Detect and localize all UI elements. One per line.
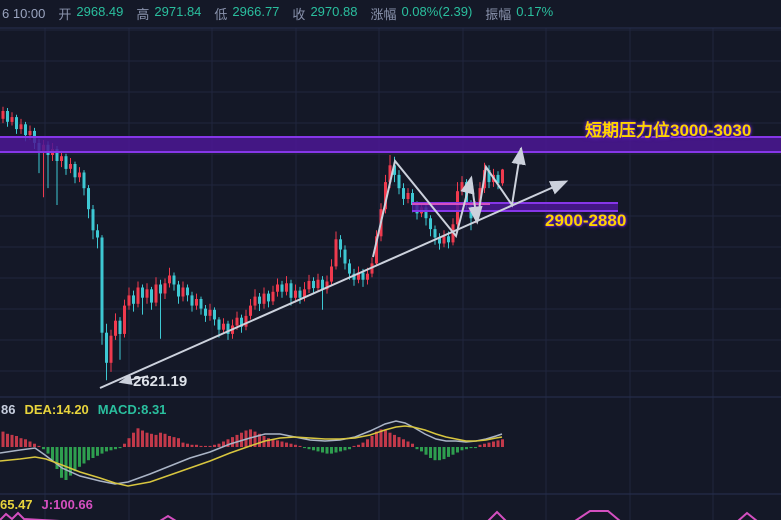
resistance-zone-label: 短期压力位3000-3030	[585, 121, 752, 140]
macd-indicator-row: 86 DEA:14.20 MACD:8.31	[1, 402, 166, 417]
price-zone-bands	[0, 136, 781, 212]
trendline[interactable]	[99, 180, 569, 389]
macd-dea-value: DEA:14.20	[24, 402, 89, 417]
ohlc-info-bar: 6 10:00 开 2968.49 高 2971.84 低 2966.77 收 …	[2, 4, 553, 23]
macd-dif-line	[0, 420, 503, 485]
swing-low-label: 2621.19	[133, 373, 187, 390]
gridlines	[0, 27, 781, 520]
macd-dea-line	[0, 425, 503, 487]
zigzag-arrowhead	[468, 205, 483, 225]
field-open: 开 2968.49	[58, 4, 124, 22]
swing-low-arrow	[118, 374, 149, 385]
field-change: 涨幅 0.08%(2.39)	[370, 4, 473, 22]
field-low: 低 2966.77	[214, 4, 280, 22]
kdj-j-value: J:100.66	[41, 497, 93, 512]
support-zone-label: 2900-2880	[545, 211, 627, 230]
kdj-indicator-row: 65.47 J:100.66	[0, 497, 93, 512]
zigzag-arrowhead	[460, 175, 475, 195]
bar-time: 6 10:00	[2, 6, 46, 21]
projection-zigzag[interactable]	[372, 147, 522, 258]
zigzag-arrowhead	[511, 146, 526, 166]
kdj-d-value-truncated: 65.47	[0, 497, 33, 512]
field-amplitude: 振幅 0.17%	[485, 4, 554, 22]
field-close: 收 2970.88	[292, 4, 358, 22]
field-high: 高 2971.84	[136, 4, 202, 22]
macd-pane	[0, 420, 504, 487]
kdj-j-line-sliver	[0, 510, 781, 520]
macd-dif-value-truncated: 86	[1, 402, 16, 417]
macd-value: MACD:8.31	[97, 402, 167, 417]
